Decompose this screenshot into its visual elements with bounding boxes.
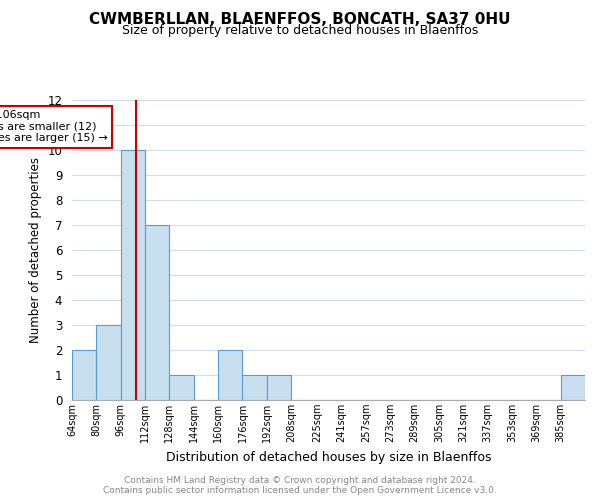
Bar [121, 150, 145, 400]
Text: CWMBERLLAN, BLAENFFOS, BONCATH, SA37 0HU: CWMBERLLAN, BLAENFFOS, BONCATH, SA37 0HU [89, 12, 511, 28]
Bar [145, 225, 169, 400]
Bar [560, 375, 585, 400]
Bar [72, 350, 97, 400]
Bar [97, 325, 121, 400]
Text: Contains HM Land Registry data © Crown copyright and database right 2024.
Contai: Contains HM Land Registry data © Crown c… [103, 476, 497, 495]
Bar [169, 375, 194, 400]
Bar [218, 350, 242, 400]
Bar [267, 375, 291, 400]
Text: CWMBERLLAN: 106sqm
← 43% of detached houses are smaller (12)
54% of semi-detache: CWMBERLLAN: 106sqm ← 43% of detached hou… [0, 110, 108, 143]
Bar [242, 375, 267, 400]
Text: Size of property relative to detached houses in Blaenffos: Size of property relative to detached ho… [122, 24, 478, 37]
X-axis label: Distribution of detached houses by size in Blaenffos: Distribution of detached houses by size … [166, 450, 491, 464]
Y-axis label: Number of detached properties: Number of detached properties [29, 157, 42, 343]
